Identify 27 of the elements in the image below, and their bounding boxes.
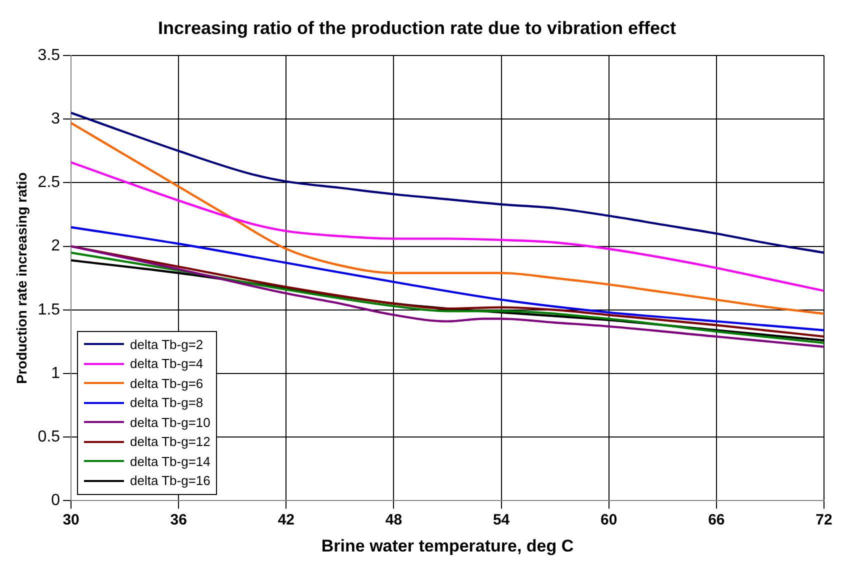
- x-axis-title: Brine water temperature, deg C: [321, 536, 574, 556]
- y-tick-label: 1: [51, 364, 60, 382]
- legend-label: delta Tb-g=4: [130, 356, 204, 372]
- y-tick-label: 2: [51, 238, 60, 255]
- x-tick-label: 36: [170, 512, 187, 529]
- x-tick-label: 66: [708, 512, 725, 529]
- y-tick-label: 0.5: [38, 428, 60, 446]
- y-tick-label: 2.5: [38, 174, 60, 192]
- x-tick-label: 30: [62, 512, 80, 529]
- y-tick-label: 1.5: [38, 301, 60, 318]
- x-tick-label: 54: [492, 512, 510, 529]
- y-axis-title: Production rate increasing ratio: [13, 172, 30, 384]
- x-tick-label: 42: [278, 512, 295, 529]
- legend-label: delta Tb-g=16: [130, 473, 210, 488]
- y-tick-label: 3.5: [38, 47, 60, 64]
- x-tick-label: 72: [816, 512, 832, 529]
- chart-title: Increasing ratio of the production rate due to vibration effect: [158, 18, 676, 38]
- legend-label: delta Tb-g=8: [130, 395, 204, 410]
- x-tick-label: 60: [600, 512, 618, 529]
- x-tick-label: 48: [385, 512, 402, 529]
- legend-label: delta Tb-g=2: [130, 336, 204, 352]
- y-tick-label: 3: [51, 110, 60, 128]
- legend-label: delta Tb-g=12: [130, 434, 210, 450]
- legend-label: delta Tb-g=10: [130, 414, 210, 430]
- y-tick-label: 0: [51, 492, 60, 510]
- legend-label: delta Tb-g=6: [130, 376, 204, 391]
- legend-label: delta Tb-g=14: [130, 454, 210, 469]
